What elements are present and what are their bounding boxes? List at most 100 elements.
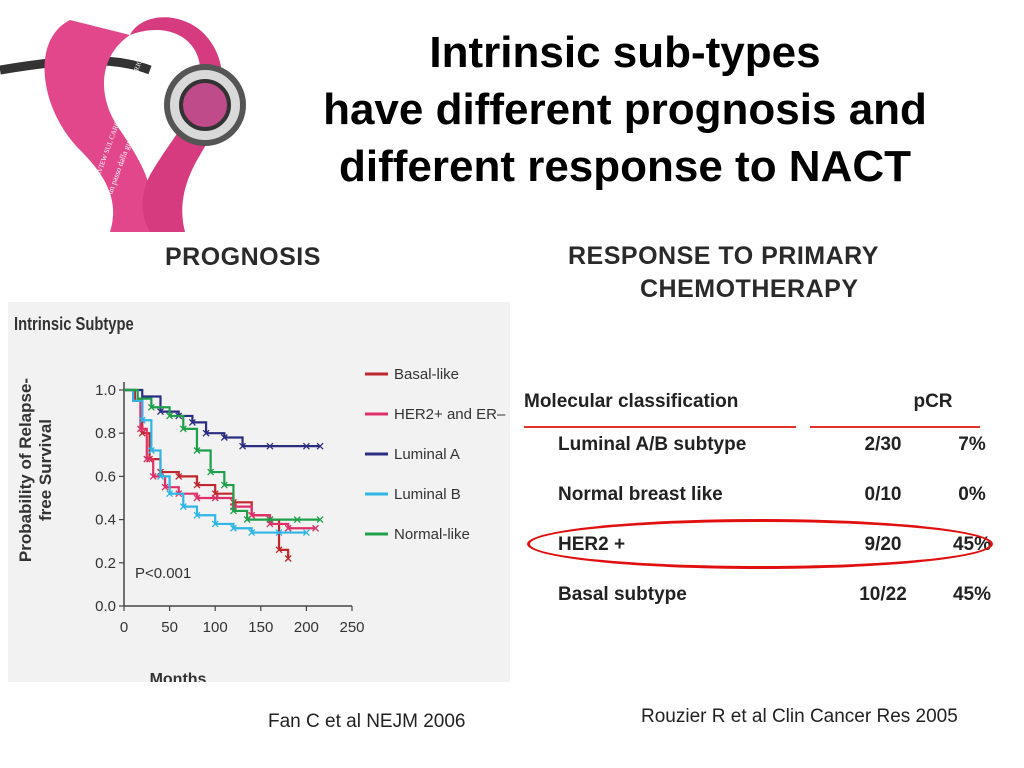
- ribbon-stethoscope-logo: OVERVIEW SUL CARCINOMA MAMMARIO a un pas…: [0, 0, 260, 240]
- censor-mark: [193, 511, 201, 519]
- censor-mark: [193, 481, 201, 489]
- series-line-3: [124, 388, 307, 534]
- y-tick-label: 0.4: [95, 512, 116, 529]
- censor-mark: [275, 546, 283, 554]
- series-line-1: [124, 388, 316, 530]
- censor-mark: [316, 442, 324, 450]
- censor-mark: [149, 472, 157, 480]
- x-tick-label: 100: [203, 619, 228, 636]
- censor-mark: [266, 442, 274, 450]
- series-line-4: [124, 388, 321, 521]
- survival-chart-panel: Intrinsic Subtype 0.0 0.2 0.4 0.6 0.8 1.0 0 50 1…: [8, 302, 510, 682]
- ylabel-line-2: free Survival: [36, 418, 55, 522]
- ylabel-line-1: Probability of Relapse-: [16, 377, 35, 563]
- censor-mark: [220, 481, 228, 489]
- row-label: Normal breast like: [558, 484, 723, 505]
- pcr-header-row: Molecular classification pCR: [524, 384, 1022, 420]
- censor-mark: [207, 468, 215, 476]
- ribbon-stethoscope-icon: OVERVIEW SUL CARCINOMA MAMMARIO a un pas…: [0, 17, 246, 233]
- legend-label: Basal-like: [394, 366, 459, 383]
- citation-left: Fan C et al NEJM 2006: [268, 711, 466, 732]
- x-tick-label: 150: [248, 619, 273, 636]
- censor-mark: [136, 425, 144, 433]
- table-row: Basal subtype 10/22 45%: [524, 570, 1022, 620]
- censor-mark: [220, 434, 228, 441]
- censor-mark: [157, 408, 164, 416]
- censor-mark: [211, 520, 219, 528]
- censor-mark: [175, 472, 183, 480]
- censor-mark: [284, 524, 292, 532]
- prognosis-header: PROGNOSIS: [165, 243, 321, 271]
- censor-mark: [229, 507, 237, 515]
- censor-mark: [147, 403, 155, 411]
- row-fraction: 2/30: [864, 434, 902, 455]
- censor-mark: [302, 529, 310, 537]
- pcr-table: Molecular classification pCR Luminal A/B…: [524, 384, 1022, 620]
- y-tick-label: 0.2: [95, 555, 116, 572]
- censor-mark: [143, 455, 151, 463]
- censor-mark: [179, 503, 187, 511]
- x-axis-label: Months: [150, 671, 207, 682]
- col-header-pcr: pCR: [913, 391, 953, 412]
- censor-mark: [266, 516, 274, 524]
- chart-title: Intrinsic Subtype: [14, 314, 134, 334]
- y-tick-label: 0.6: [95, 468, 116, 485]
- row-percent: 0%: [958, 484, 986, 505]
- chart-ylabel: Probability of Relapse- free Survival: [16, 340, 56, 600]
- censor-mark: [193, 447, 201, 454]
- legend-label: Luminal B: [394, 486, 461, 503]
- censor-mark: [248, 529, 256, 537]
- censor-mark: [202, 429, 210, 437]
- x-tick-label: 250: [339, 619, 364, 636]
- censor-mark: [312, 524, 319, 532]
- x-tick-label: 50: [161, 619, 178, 636]
- censor-mark: [284, 555, 292, 562]
- censor-mark: [275, 529, 283, 537]
- censor-mark: [157, 472, 164, 480]
- citation-right: Rouzier R et al Clin Cancer Res 2005: [641, 706, 958, 727]
- title-line-1: Intrinsic sub-types: [429, 28, 821, 77]
- censor-mark: [193, 494, 201, 502]
- censor-mark: [239, 442, 247, 450]
- y-tick-label: 0.8: [95, 425, 116, 442]
- legend-label: Normal-like: [394, 526, 470, 543]
- y-tick-label: 0.0: [95, 598, 116, 615]
- her2-highlight-ellipse: [527, 519, 993, 569]
- censor-mark: [188, 418, 196, 426]
- censor-mark: [179, 425, 187, 433]
- censor-mark: [316, 516, 324, 524]
- table-row: Normal breast like 0/10 0%: [524, 470, 1022, 520]
- row-fraction: 0/10: [864, 484, 902, 505]
- y-tick-label: 1.0: [95, 382, 116, 399]
- censor-mark: [166, 490, 174, 498]
- row-fraction: 10/22: [859, 584, 907, 605]
- row-label: Basal subtype: [558, 584, 687, 605]
- header-rule-right: [810, 426, 980, 428]
- legend-label: Luminal A: [394, 446, 460, 463]
- censor-mark: [138, 416, 146, 424]
- slide-title: Intrinsic sub-types have different progn…: [240, 24, 1010, 195]
- censor-mark: [243, 516, 251, 524]
- censor-mark: [147, 447, 155, 454]
- censor-mark: [138, 429, 146, 437]
- censor-mark: [166, 412, 174, 420]
- survival-chart: 0.0 0.2 0.4 0.6 0.8 1.0 0 50 100 150 200 250 Months P…: [95, 366, 506, 682]
- response-header: RESPONSE TO PRIMARY CHEMOTHERAPY: [568, 240, 879, 306]
- x-tick-label: 200: [294, 619, 319, 636]
- col-header-classification: Molecular classification: [524, 391, 739, 412]
- p-value-annotation: P<0.001: [135, 565, 191, 582]
- censor-mark: [211, 494, 219, 502]
- censor-mark: [161, 483, 169, 491]
- censor-mark: [293, 516, 301, 524]
- response-header-line-1: RESPONSE TO PRIMARY: [568, 242, 879, 270]
- row-percent: 7%: [958, 434, 986, 455]
- row-label: Luminal A/B subtype: [558, 434, 747, 455]
- censor-mark: [302, 442, 310, 450]
- row-percent: 45%: [952, 584, 992, 605]
- title-line-2: have different prognosis and: [323, 85, 927, 134]
- response-header-line-2: CHEMOTHERAPY: [640, 275, 859, 303]
- table-row: Luminal A/B subtype 2/30 7%: [524, 420, 1022, 470]
- censor-mark: [229, 524, 237, 532]
- header-rule-left: [524, 426, 796, 428]
- legend-label: HER2+ and ER–: [394, 406, 506, 423]
